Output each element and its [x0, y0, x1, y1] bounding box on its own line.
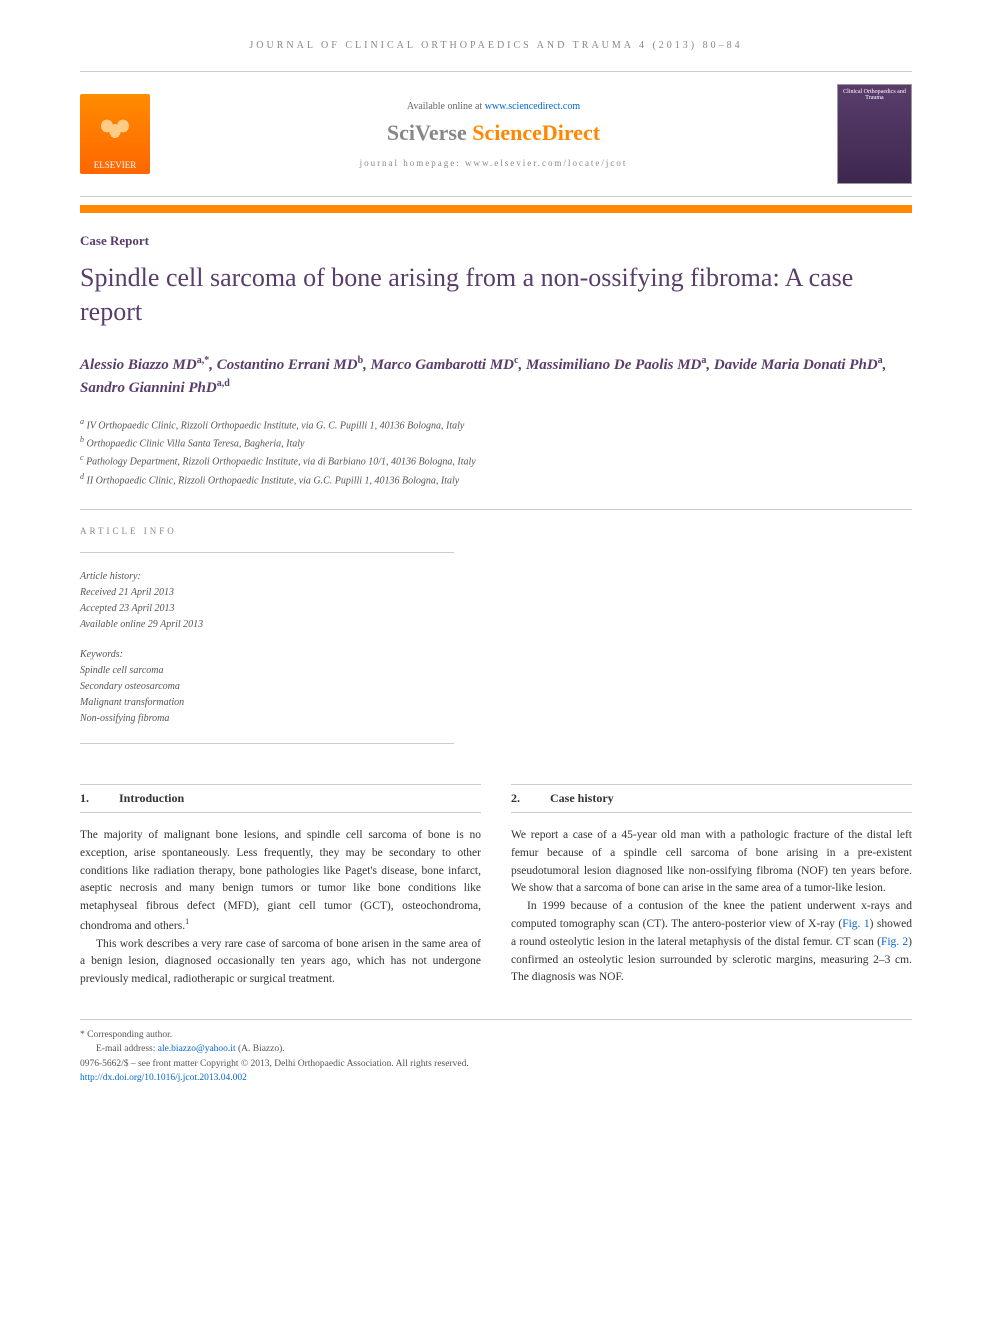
case-body: We report a case of a 45-year old man wi… [511, 827, 912, 987]
right-column: 2. Case history We report a case of a 45-… [511, 784, 912, 989]
keyword-line: Malignant transformation [80, 695, 454, 711]
section-number: 1. [80, 791, 89, 805]
affiliation-line: b Orthopaedic Clinic Villa Santa Teresa,… [80, 434, 912, 452]
article-type-label: Case Report [80, 233, 912, 249]
history-label: Article history: [80, 569, 454, 585]
publisher-header-box: ELSEVIER Available online at www.science… [80, 71, 912, 197]
article-title: Spindle cell sarcoma of bone arising fro… [80, 261, 912, 329]
sciverse-text: SciVerse [387, 120, 472, 145]
copyright-line: 0976-5662/$ – see front matter Copyright… [80, 1057, 912, 1071]
available-online-text: Available online at www.sciencedirect.co… [150, 101, 837, 112]
author-email-link[interactable]: ale.biazzo@yahoo.it [158, 1044, 236, 1054]
orange-divider-bar [80, 205, 912, 213]
sciencedirect-text: ScienceDirect [472, 120, 600, 145]
elsevier-tree-icon [95, 106, 135, 156]
intro-body: The majority of malignant bone lesions, … [80, 827, 481, 989]
keyword-line: Non-ossifying fibroma [80, 711, 454, 727]
affiliation-line: c Pathology Department, Rizzoli Orthopae… [80, 452, 912, 470]
history-line: Received 21 April 2013 [80, 585, 454, 601]
affiliation-line: a IV Orthopaedic Clinic, Rizzoli Orthopa… [80, 416, 912, 434]
keywords-block: Keywords: Spindle cell sarcomaSecondary … [80, 647, 454, 727]
divider-line [80, 743, 454, 744]
email-author-name: (A. Biazzo). [236, 1044, 285, 1054]
body-paragraph: In 1999 because of a contusion of the kn… [511, 898, 912, 987]
available-label: Available online at [407, 101, 485, 112]
section-title: Case history [550, 791, 614, 805]
section-heading-intro: 1. Introduction [80, 784, 481, 813]
section-title: Introduction [119, 791, 184, 805]
figure-ref-link[interactable]: Fig. 2 [881, 936, 908, 948]
figure-ref-link[interactable]: Fig. 1 [842, 918, 869, 930]
keyword-line: Secondary osteosarcoma [80, 679, 454, 695]
sciverse-logo: SciVerse ScienceDirect [150, 120, 837, 146]
left-column: 1. Introduction The majority of malignant… [80, 784, 481, 989]
section-heading-case: 2. Case history [511, 784, 912, 813]
affiliation-line: d II Orthopaedic Clinic, Rizzoli Orthopa… [80, 471, 912, 489]
homepage-url[interactable]: www.elsevier.com/locate/jcot [465, 158, 627, 168]
journal-homepage: journal homepage: www.elsevier.com/locat… [150, 158, 837, 168]
email-label: E-mail address: [96, 1044, 158, 1054]
sciencedirect-link[interactable]: www.sciencedirect.com [485, 101, 580, 112]
history-line: Available online 29 April 2013 [80, 617, 454, 633]
keyword-line: Spindle cell sarcoma [80, 663, 454, 679]
body-paragraph: This work describes a very rare case of … [80, 936, 481, 989]
article-info-heading: ARTICLE INFO [80, 526, 454, 536]
journal-citation-header: JOURNAL OF CLINICAL ORTHOPAEDICS AND TRA… [80, 40, 912, 51]
doi-link[interactable]: http://dx.doi.org/10.1016/j.jcot.2013.04… [80, 1073, 247, 1083]
cover-title: Clinical Orthopaedics and Trauma [842, 89, 907, 101]
journal-cover-thumbnail: Clinical Orthopaedics and Trauma [837, 84, 912, 184]
history-line: Accepted 23 April 2013 [80, 601, 454, 617]
body-paragraph: The majority of malignant bone lesions, … [80, 827, 481, 936]
section-number: 2. [511, 791, 520, 805]
header-center: Available online at www.sciencedirect.co… [150, 101, 837, 168]
divider-line [80, 509, 912, 510]
body-paragraph: We report a case of a 45-year old man wi… [511, 827, 912, 898]
divider-line [80, 552, 454, 553]
author-list: Alessio Biazzo MDa,*, Costantino Errani … [80, 353, 912, 400]
homepage-label: journal homepage: [360, 158, 465, 168]
article-info-section: ARTICLE INFO Article history: Received 2… [80, 526, 454, 744]
page-footer: * Corresponding author. E-mail address: … [80, 1019, 912, 1085]
corresponding-author: * Corresponding author. [80, 1028, 912, 1042]
affiliations-list: a IV Orthopaedic Clinic, Rizzoli Orthopa… [80, 416, 912, 489]
email-line: E-mail address: ale.biazzo@yahoo.it (A. … [80, 1042, 912, 1056]
article-history-block: Article history: Received 21 April 2013A… [80, 569, 454, 633]
body-columns: 1. Introduction The majority of malignant… [80, 784, 912, 989]
keywords-label: Keywords: [80, 647, 454, 663]
elsevier-label: ELSEVIER [94, 160, 137, 170]
elsevier-logo: ELSEVIER [80, 94, 150, 174]
